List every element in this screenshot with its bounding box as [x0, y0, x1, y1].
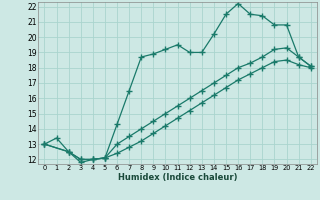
X-axis label: Humidex (Indice chaleur): Humidex (Indice chaleur): [118, 173, 237, 182]
